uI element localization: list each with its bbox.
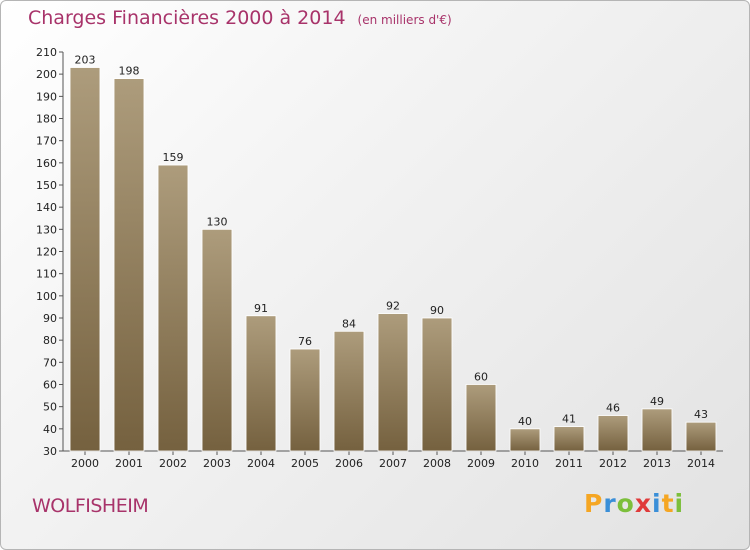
y-tick-label: 90 <box>43 312 57 325</box>
x-tick-label: 2012 <box>599 457 627 470</box>
value-label-2014: 43 <box>694 408 708 421</box>
y-tick-label: 100 <box>36 290 57 303</box>
logo-letter: t <box>661 489 675 518</box>
value-label-2013: 49 <box>650 395 664 408</box>
bar-2014 <box>685 421 717 452</box>
y-tick-label: 190 <box>36 90 57 103</box>
x-tick-label: 2004 <box>247 457 275 470</box>
x-axis: 2000 2001 2002 2003 2004 2005 2006 2007 2008 2009… <box>63 450 723 470</box>
bar-2005 <box>289 348 321 452</box>
bar-2012 <box>597 415 629 452</box>
y-tick-label: 140 <box>36 201 57 214</box>
x-tick-label: 2002 <box>159 457 187 470</box>
chart-unit: (en milliers d'€) <box>357 13 452 27</box>
y-tick-label: 210 <box>36 46 57 59</box>
bar-2002 <box>157 164 189 452</box>
x-tick-label: 2010 <box>511 457 539 470</box>
x-tick-label: 2013 <box>643 457 671 470</box>
value-label-2006: 84 <box>342 317 356 330</box>
y-tick-label: 50 <box>43 401 57 414</box>
logo-letter: r <box>603 489 617 518</box>
proxiti-logo[interactable]: Proxiti <box>584 489 684 518</box>
value-label-2007: 92 <box>386 300 400 313</box>
y-tick-label: 40 <box>43 423 57 436</box>
chart-title: Charges Financières 2000 à 2014 (en milli… <box>28 7 452 29</box>
logo-letter: i <box>652 489 662 518</box>
x-tick-label: 2003 <box>203 457 231 470</box>
bar-2006 <box>333 330 365 452</box>
y-axis: 30 40 50 60 70 80 90 100 110 120 130 140 150 160 170 18… <box>36 46 64 458</box>
value-label-2010: 40 <box>518 415 532 428</box>
bar-2008 <box>421 317 453 452</box>
commune-name: WOLFISHEIM <box>32 495 149 517</box>
bar-2010 <box>509 428 541 452</box>
y-tick-label: 120 <box>36 246 57 259</box>
bar-2000 <box>69 67 101 452</box>
y-tick-label: 160 <box>36 157 57 170</box>
value-label-2005: 76 <box>298 335 312 348</box>
y-tick-label: 130 <box>36 223 57 236</box>
y-tick-label: 80 <box>43 334 57 347</box>
y-tick-label: 70 <box>43 356 57 369</box>
bar-2003 <box>201 228 233 452</box>
value-label-2011: 41 <box>562 413 576 426</box>
bars <box>69 67 717 452</box>
y-tick-label: 180 <box>36 113 57 126</box>
value-label-2001: 198 <box>119 65 140 78</box>
x-tick-label: 2001 <box>115 457 143 470</box>
x-tick-label: 2008 <box>423 457 451 470</box>
logo-letter: i <box>674 489 685 518</box>
logo-letter: P <box>584 489 604 518</box>
x-tick-label: 2000 <box>71 457 99 470</box>
x-tick-label: 2007 <box>379 457 407 470</box>
chart-title-text: Charges Financières 2000 à 2014 <box>28 7 346 29</box>
value-label-2004: 91 <box>254 302 268 315</box>
bar-2007 <box>377 313 409 452</box>
bar-2004 <box>245 315 277 452</box>
value-label-2000: 203 <box>75 54 96 67</box>
value-label-2009: 60 <box>474 371 488 384</box>
y-tick-label: 30 <box>43 445 57 458</box>
value-labels: 203 198 159 130 91 76 84 92 90 60 40 41 46 49 43 <box>75 54 709 428</box>
y-tick-label: 150 <box>36 179 57 192</box>
y-tick-label: 110 <box>36 268 57 281</box>
x-tick-label: 2005 <box>291 457 319 470</box>
bar-2001 <box>113 78 145 452</box>
x-tick-label: 2011 <box>555 457 583 470</box>
value-label-2012: 46 <box>606 402 620 415</box>
y-tick-label: 60 <box>43 379 57 392</box>
value-label-2002: 159 <box>163 151 184 164</box>
x-tick-label: 2014 <box>687 457 715 470</box>
bar-2013 <box>641 408 673 452</box>
x-tick-label: 2009 <box>467 457 495 470</box>
y-tick-label: 170 <box>36 135 57 148</box>
logo-letter: o <box>616 489 635 518</box>
logo-letter: x <box>634 489 652 518</box>
value-label-2003: 130 <box>207 215 228 228</box>
y-tick-label: 200 <box>36 68 57 81</box>
bar-2011 <box>553 426 585 452</box>
x-tick-label: 2006 <box>335 457 363 470</box>
value-label-2008: 90 <box>430 304 444 317</box>
bar-2009 <box>465 384 497 452</box>
